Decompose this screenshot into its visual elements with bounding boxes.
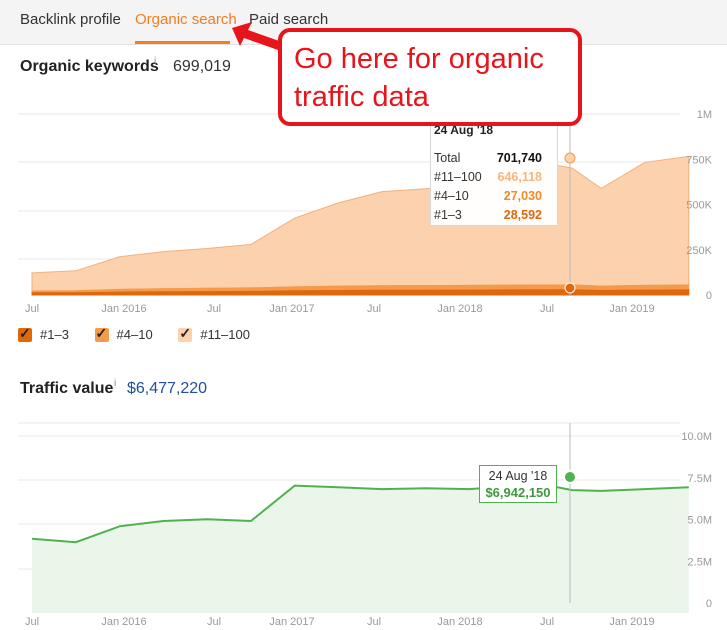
legend-item-4-10[interactable]: #4–10 xyxy=(94,325,153,342)
tooltip-row-4-10: #4–10 27,030 xyxy=(434,189,554,203)
tooltip-row-11-100: #11–100 646,118 xyxy=(434,170,554,184)
legend-label: #11–100 xyxy=(200,327,250,342)
hover-point-11-100 xyxy=(564,152,576,164)
x-tick-label: Jul xyxy=(207,303,221,315)
y-tick-label: 7.5M xyxy=(688,473,712,485)
organic-keywords-chart[interactable]: 1M 750K 500K 250K 0 Jul Jan 2016 Jul Jan 2017 Ju… xyxy=(0,96,727,321)
tooltip-date: 24 Aug '18 xyxy=(434,123,494,137)
legend-item-11-100[interactable]: #11–100 xyxy=(178,325,250,342)
y-tick-label: 250K xyxy=(686,245,712,257)
tooltip-value: 28,592 xyxy=(503,208,542,222)
tooltip-value: 646,118 xyxy=(497,170,543,184)
checkbox-icon[interactable] xyxy=(94,325,109,342)
active-tab-underline xyxy=(135,41,230,44)
checkbox-icon[interactable] xyxy=(18,325,32,342)
x-tick-label: Jan 2019 xyxy=(609,616,654,628)
x-tick-label: Jan 2019 xyxy=(609,303,654,315)
tooltip-row-1-3: #1–3 28,592 xyxy=(434,208,554,222)
traffic-value-chart[interactable]: 10.0M 7.5M 5.0M 2.5M 0 Jul Jan 2016 Jul Jan 201… xyxy=(0,418,727,630)
tab-backlink-profile[interactable]: Backlink profile xyxy=(20,11,121,28)
tooltip-value: 701,740 xyxy=(496,151,542,165)
y-tick-label: 0 xyxy=(706,598,712,610)
callout-arrow xyxy=(232,22,282,50)
x-tick-label: Jul xyxy=(25,303,39,315)
annotation-callout: Go here for organic traffic data xyxy=(278,28,582,126)
tooltip-label: #11–100 xyxy=(434,170,482,184)
tooltip-label: #4–10 xyxy=(434,189,469,203)
x-tick-label: Jul xyxy=(207,616,221,628)
y-tick-label: 500K xyxy=(686,200,712,212)
series-area-#11–100 xyxy=(31,155,690,292)
info-icon[interactable]: i xyxy=(114,378,117,389)
tooltip-label: #1–3 xyxy=(434,208,462,222)
x-tick-label: Jan 2018 xyxy=(437,616,482,628)
organic-keywords-value: 699,019 xyxy=(173,58,231,75)
hover-point-1-3 xyxy=(564,282,576,294)
tooltip-value: 27,030 xyxy=(503,189,542,203)
x-tick-label: Jan 2016 xyxy=(101,303,146,315)
tooltip-value: $6,942,150 xyxy=(485,485,551,500)
traffic-value-value: $6,477,220 xyxy=(127,380,208,397)
y-tick-label: 750K xyxy=(686,154,712,166)
x-tick-label: Jul xyxy=(540,303,554,315)
x-tick-label: Jul xyxy=(367,303,381,315)
x-tick-label: Jul xyxy=(540,616,554,628)
hover-point xyxy=(563,470,577,484)
x-tick-label: Jul xyxy=(25,616,39,628)
legend-label: #1–3 xyxy=(40,327,69,342)
info-icon[interactable]: i xyxy=(154,56,157,67)
series-area xyxy=(32,485,689,613)
y-tick-label: 0 xyxy=(706,290,712,302)
organic-keywords-title: Organic keywords xyxy=(20,58,159,75)
traffic-value-title: Traffic value xyxy=(20,380,114,397)
tab-paid-search[interactable]: Paid search xyxy=(249,11,329,28)
tooltip-row-total: Total 701,740 xyxy=(434,151,554,165)
series-area-#1–3 xyxy=(31,289,690,296)
legend-item-1-3[interactable]: #1–3 xyxy=(18,325,69,342)
y-tick-label: 2.5M xyxy=(688,556,712,568)
y-tick-label: 1M xyxy=(697,109,712,121)
x-tick-label: Jan 2017 xyxy=(269,616,314,628)
y-tick-label: 5.0M xyxy=(688,515,712,527)
x-tick-label: Jan 2018 xyxy=(437,303,482,315)
x-tick-label: Jan 2017 xyxy=(269,303,314,315)
checkbox-icon[interactable] xyxy=(178,325,193,342)
x-tick-label: Jul xyxy=(367,616,381,628)
organic-tooltip: 24 Aug '18 Total 701,740 #11–100 646,118… xyxy=(430,118,558,226)
tooltip-label: Total xyxy=(434,151,461,165)
tab-organic-search[interactable]: Organic search xyxy=(135,11,237,28)
organic-legend: #1–3 #4–10 #11–100 xyxy=(18,325,272,345)
callout-text: Go here for organic traffic data xyxy=(294,43,544,113)
x-tick-label: Jan 2016 xyxy=(101,616,146,628)
traffic-tooltip: 24 Aug '18 $6,942,150 xyxy=(479,465,557,503)
legend-label: #4–10 xyxy=(116,327,153,342)
tooltip-date: 24 Aug '18 xyxy=(488,469,548,483)
y-tick-label: 10.0M xyxy=(681,431,712,443)
